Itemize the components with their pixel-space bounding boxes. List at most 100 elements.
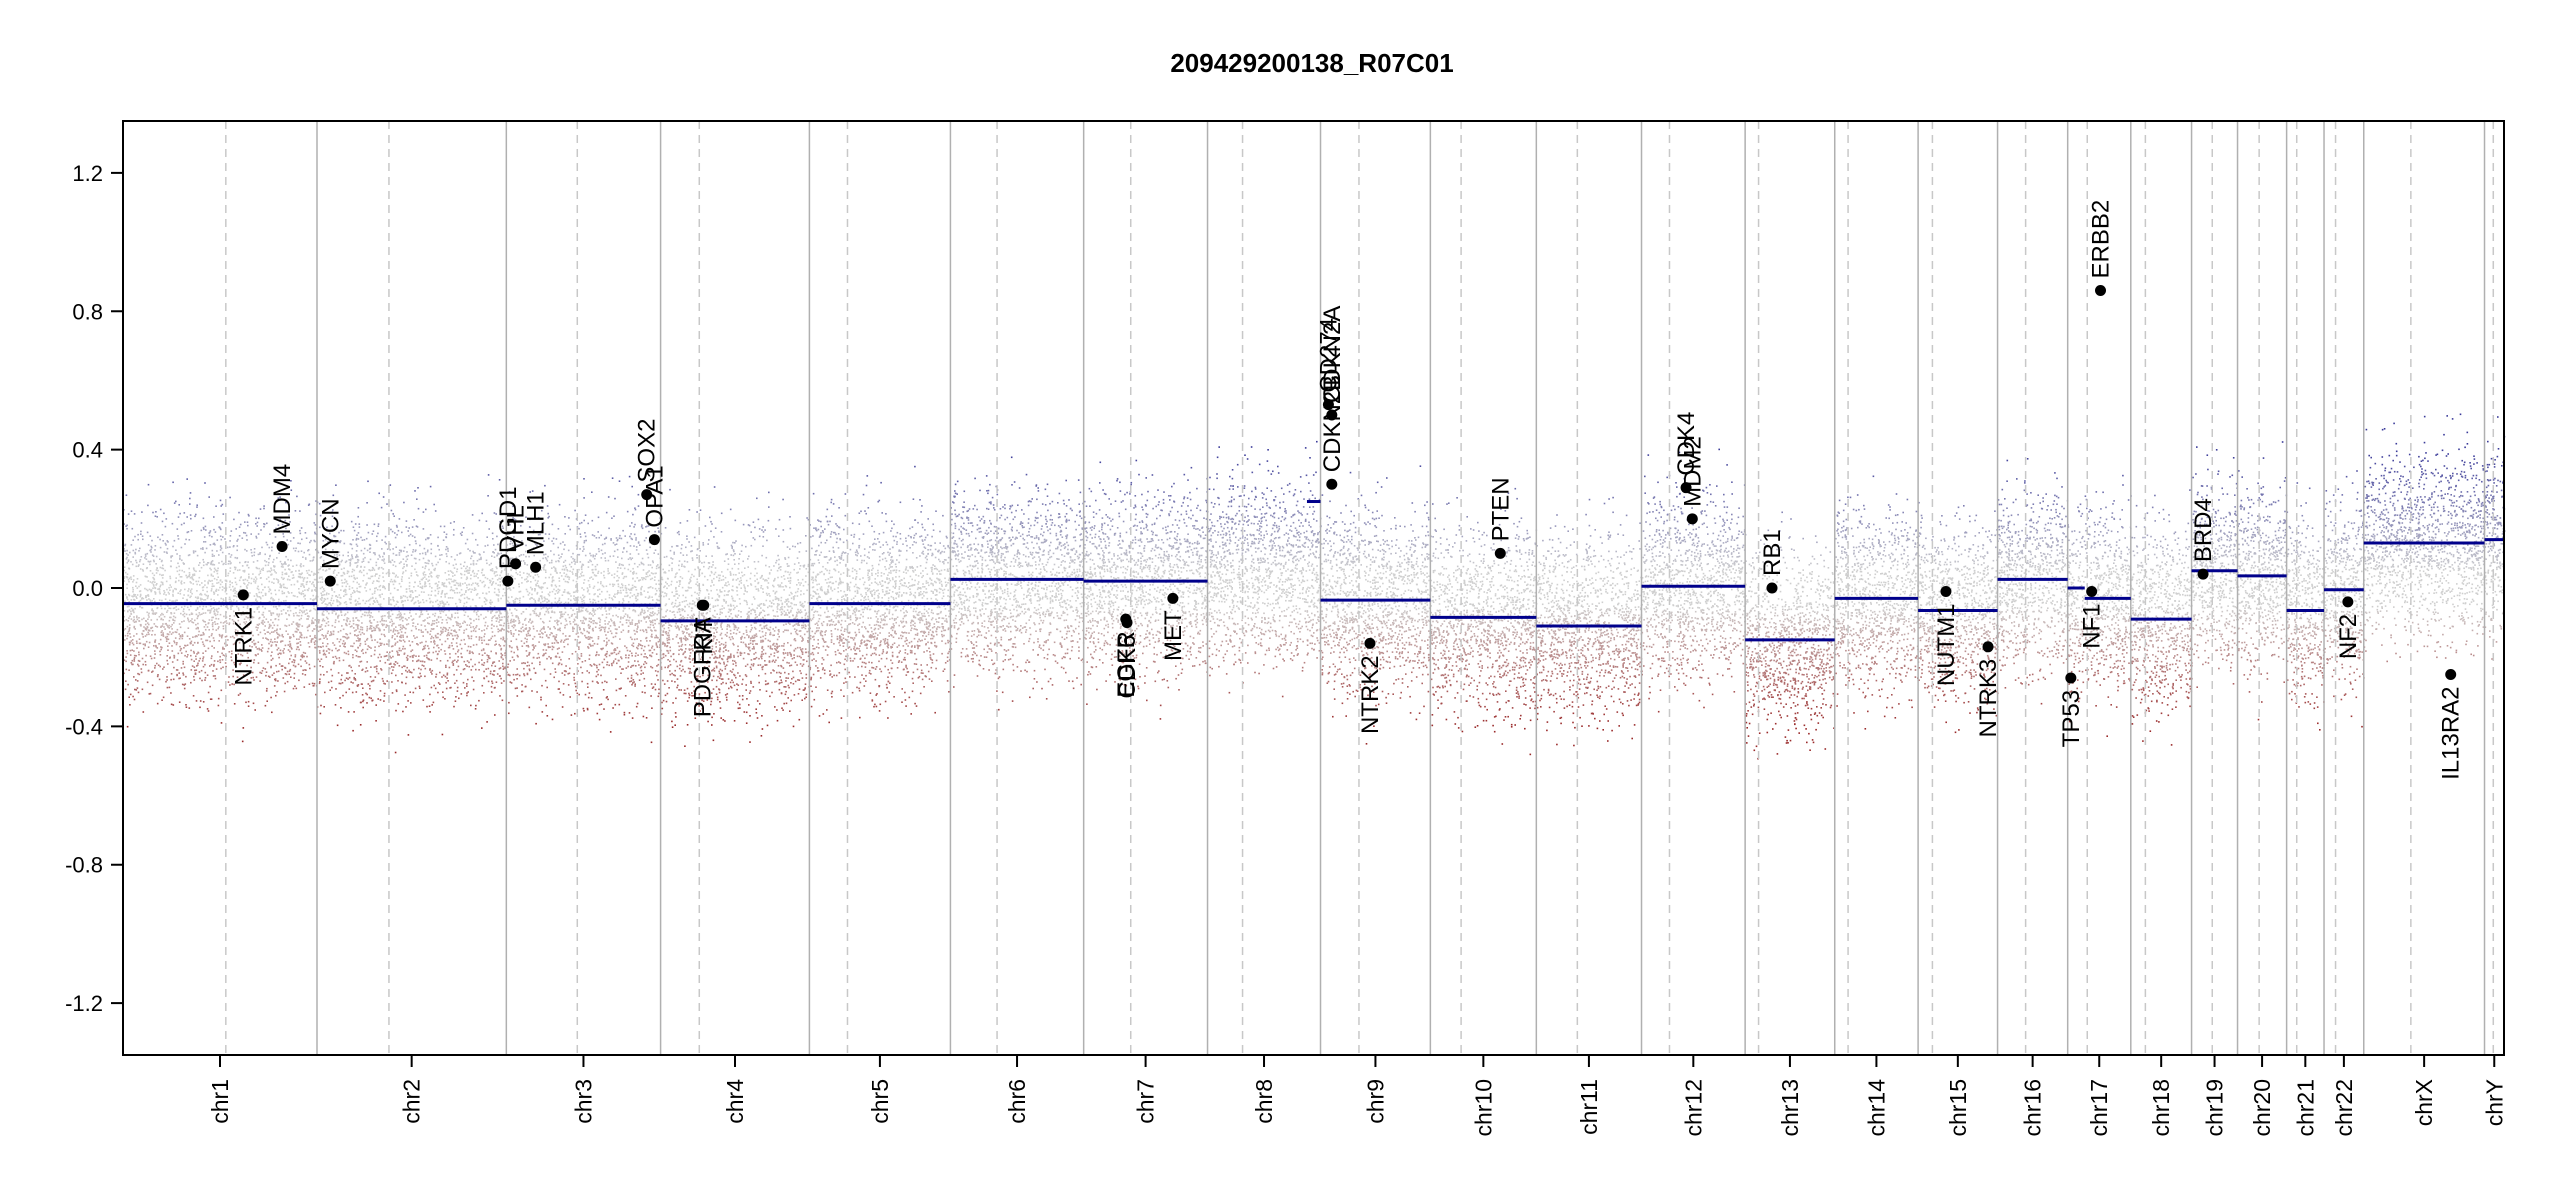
probe-point (378, 577, 380, 580)
probe-point (313, 578, 316, 581)
probe-point (138, 585, 140, 588)
probe-point (248, 649, 251, 651)
probe-point (125, 525, 127, 527)
probe-point (442, 583, 444, 586)
probe-point (123, 659, 126, 661)
probe-point (379, 690, 382, 692)
probe-point (271, 627, 274, 629)
probe-point (247, 513, 250, 516)
probe-point (357, 555, 359, 558)
probe-point (620, 656, 622, 658)
probe-point (441, 602, 444, 604)
probe-point (295, 612, 297, 614)
probe-point (609, 731, 612, 733)
probe-point (333, 554, 336, 556)
probe-point (294, 550, 297, 552)
probe-point (208, 636, 211, 638)
probe-point (285, 630, 287, 632)
probe-point (164, 569, 166, 572)
probe-point (445, 553, 448, 555)
probe-point (247, 705, 250, 707)
probe-point (465, 590, 467, 592)
probe-point (572, 573, 574, 575)
probe-point (164, 525, 167, 528)
probe-point (529, 598, 531, 600)
probe-point (299, 564, 302, 567)
probe-point (190, 654, 192, 657)
probe-point (291, 661, 293, 663)
probe-point (160, 618, 162, 621)
probe-point (297, 642, 300, 644)
probe-point (281, 633, 284, 636)
probe-point (146, 599, 148, 601)
probe-point (439, 671, 441, 674)
probe-point (190, 620, 192, 622)
probe-point (541, 684, 543, 687)
probe-point (172, 545, 174, 548)
probe-point (239, 585, 242, 588)
probe-point (447, 633, 449, 636)
probe-point (289, 521, 291, 523)
probe-point (148, 598, 150, 600)
probe-point (531, 588, 534, 590)
probe-point (149, 655, 152, 657)
probe-point (434, 612, 437, 615)
probe-point (183, 647, 185, 649)
probe-point (491, 680, 493, 683)
probe-point (321, 634, 323, 636)
probe-point (210, 574, 213, 577)
probe-point (376, 670, 378, 673)
probe-point (337, 631, 340, 633)
probe-point (366, 637, 369, 640)
probe-point (322, 645, 324, 648)
probe-point (366, 502, 368, 504)
probe-point (183, 594, 185, 596)
probe-point (398, 582, 401, 585)
probe-point (293, 661, 296, 664)
probe-point (654, 622, 656, 625)
probe-point (488, 591, 490, 593)
probe-point (501, 628, 504, 630)
probe-point (532, 610, 534, 612)
probe-point (246, 550, 248, 552)
probe-point (229, 570, 231, 572)
probe-point (202, 701, 205, 703)
probe-point (393, 663, 395, 665)
probe-point (131, 527, 134, 530)
probe-point (144, 627, 147, 629)
probe-point (448, 609, 450, 612)
probe-point (405, 569, 407, 572)
probe-point (305, 609, 308, 611)
probe-point (396, 635, 398, 638)
probe-point (440, 626, 442, 629)
probe-point (481, 654, 484, 656)
probe-point (568, 517, 570, 519)
probe-point (583, 541, 586, 544)
probe-point (635, 549, 638, 551)
probe-point (138, 651, 140, 654)
probe-point (395, 626, 397, 628)
probe-point (456, 661, 458, 663)
probe-point (282, 636, 284, 638)
probe-point (624, 595, 626, 598)
probe-point (324, 625, 327, 627)
probe-point (560, 615, 562, 617)
probe-point (276, 641, 278, 643)
probe-point (354, 599, 357, 601)
probe-point (648, 570, 650, 572)
probe-point (147, 614, 150, 616)
probe-point (615, 561, 617, 563)
probe-point (284, 682, 286, 685)
probe-point (147, 623, 150, 626)
probe-point (441, 622, 443, 624)
probe-point (171, 600, 173, 602)
probe-point (444, 572, 447, 574)
probe-point (292, 633, 294, 636)
probe-point (285, 573, 288, 575)
probe-point (126, 562, 129, 564)
probe-point (339, 645, 341, 647)
probe-point (486, 658, 489, 661)
probe-point (151, 684, 154, 687)
probe-point (375, 720, 377, 722)
probe-point (600, 549, 603, 552)
